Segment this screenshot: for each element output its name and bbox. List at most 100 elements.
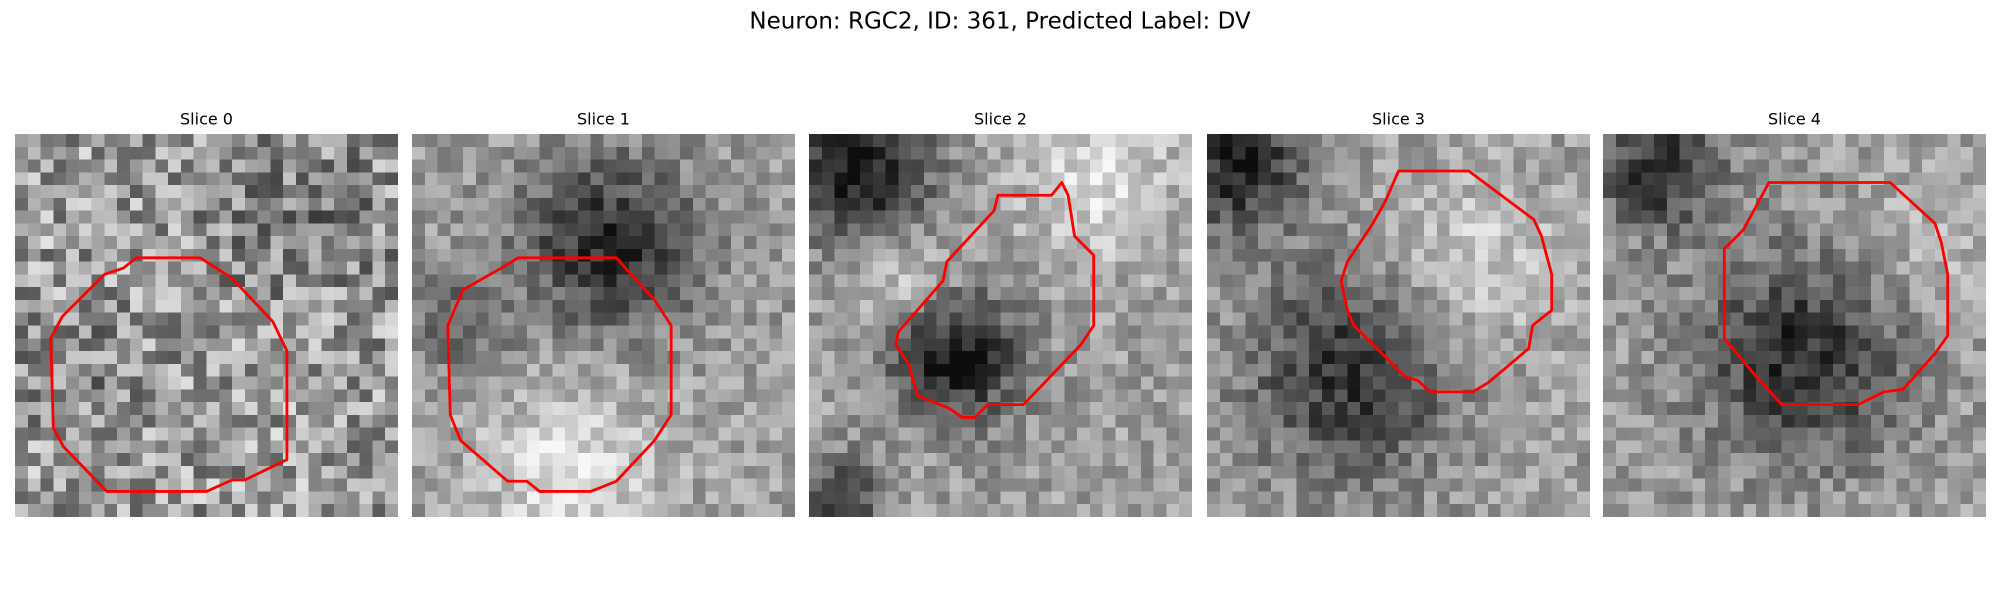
pixel	[539, 261, 553, 275]
pixel	[104, 402, 118, 416]
pixel	[1166, 453, 1180, 467]
pixel	[821, 248, 835, 262]
pixel	[219, 351, 233, 365]
pixel	[53, 504, 67, 517]
pixel	[860, 402, 874, 416]
pixel	[885, 440, 899, 454]
pixel	[219, 325, 233, 339]
pixel	[463, 414, 477, 428]
pixel	[27, 338, 41, 352]
pixel	[1807, 427, 1821, 441]
pixel	[1462, 440, 1476, 454]
pixel	[1013, 146, 1027, 160]
pixel	[1513, 402, 1527, 416]
pixel	[129, 236, 143, 250]
pixel	[743, 351, 757, 365]
pixel	[1768, 185, 1782, 199]
pixel	[1219, 223, 1233, 237]
pixel	[1449, 427, 1463, 441]
pixel	[1283, 465, 1297, 479]
pixel	[346, 325, 360, 339]
pixel	[629, 351, 643, 365]
pixel	[1153, 185, 1167, 199]
pixel	[1564, 376, 1578, 390]
pixel	[1051, 504, 1065, 517]
pixel	[514, 414, 528, 428]
pixel	[372, 363, 386, 377]
pixel	[514, 325, 528, 339]
pixel	[385, 338, 398, 352]
pixel	[705, 351, 719, 365]
pixel	[1424, 414, 1438, 428]
pixel	[577, 248, 591, 262]
pixel	[475, 159, 489, 173]
pixel	[1140, 185, 1154, 199]
pixel	[1077, 504, 1091, 517]
pixel	[821, 504, 835, 517]
pixel	[641, 197, 655, 211]
pixel	[1232, 172, 1246, 186]
pixel	[1013, 261, 1027, 275]
pixel	[1153, 414, 1167, 428]
pixel	[1820, 210, 1834, 224]
pixel	[1603, 465, 1617, 479]
pixel	[232, 363, 246, 377]
pixel	[616, 134, 630, 148]
pixel	[923, 248, 937, 262]
pixel	[53, 491, 67, 505]
pixel	[359, 325, 373, 339]
pixel	[1000, 312, 1014, 326]
pixel	[1436, 223, 1450, 237]
pixel	[142, 172, 156, 186]
pixel	[1013, 453, 1027, 467]
pixel	[219, 389, 233, 403]
pixel	[1077, 312, 1091, 326]
pixel	[1360, 465, 1374, 479]
pixel	[1077, 376, 1091, 390]
pixel	[308, 185, 322, 199]
pixel	[1896, 299, 1910, 313]
pixel	[1219, 465, 1233, 479]
pixel	[1013, 134, 1027, 148]
pixel	[1179, 159, 1192, 173]
pixel	[1513, 274, 1527, 288]
pixel	[40, 491, 54, 505]
pixel	[514, 134, 528, 148]
pixel	[1372, 261, 1386, 275]
pixel	[590, 427, 604, 441]
pixel	[450, 389, 464, 403]
pixel	[1538, 210, 1552, 224]
pixel	[15, 478, 29, 492]
pixel	[936, 159, 950, 173]
pixel	[359, 197, 373, 211]
pixel	[872, 478, 886, 492]
pixel	[1347, 402, 1361, 416]
pixel	[1615, 389, 1629, 403]
pixel	[821, 312, 835, 326]
pixel	[616, 363, 630, 377]
pixel	[1743, 491, 1757, 505]
pixel	[898, 223, 912, 237]
pixel	[1089, 376, 1103, 390]
pixel	[155, 376, 169, 390]
pixel	[1577, 261, 1590, 275]
pixel	[321, 427, 335, 441]
pixel	[283, 351, 297, 365]
pixel	[346, 223, 360, 237]
pixel	[1551, 159, 1565, 173]
pixel	[718, 402, 732, 416]
pixel	[104, 223, 118, 237]
pixel	[1258, 185, 1272, 199]
pixel	[155, 299, 169, 313]
pixel	[1679, 236, 1693, 250]
pixel	[1845, 134, 1859, 148]
pixel	[962, 363, 976, 377]
pixel	[936, 172, 950, 186]
pixel	[898, 325, 912, 339]
pixel	[1883, 134, 1897, 148]
pixel	[1128, 248, 1142, 262]
pixel	[1807, 159, 1821, 173]
pixel	[987, 363, 1001, 377]
pixel	[295, 440, 309, 454]
pixel	[91, 478, 105, 492]
